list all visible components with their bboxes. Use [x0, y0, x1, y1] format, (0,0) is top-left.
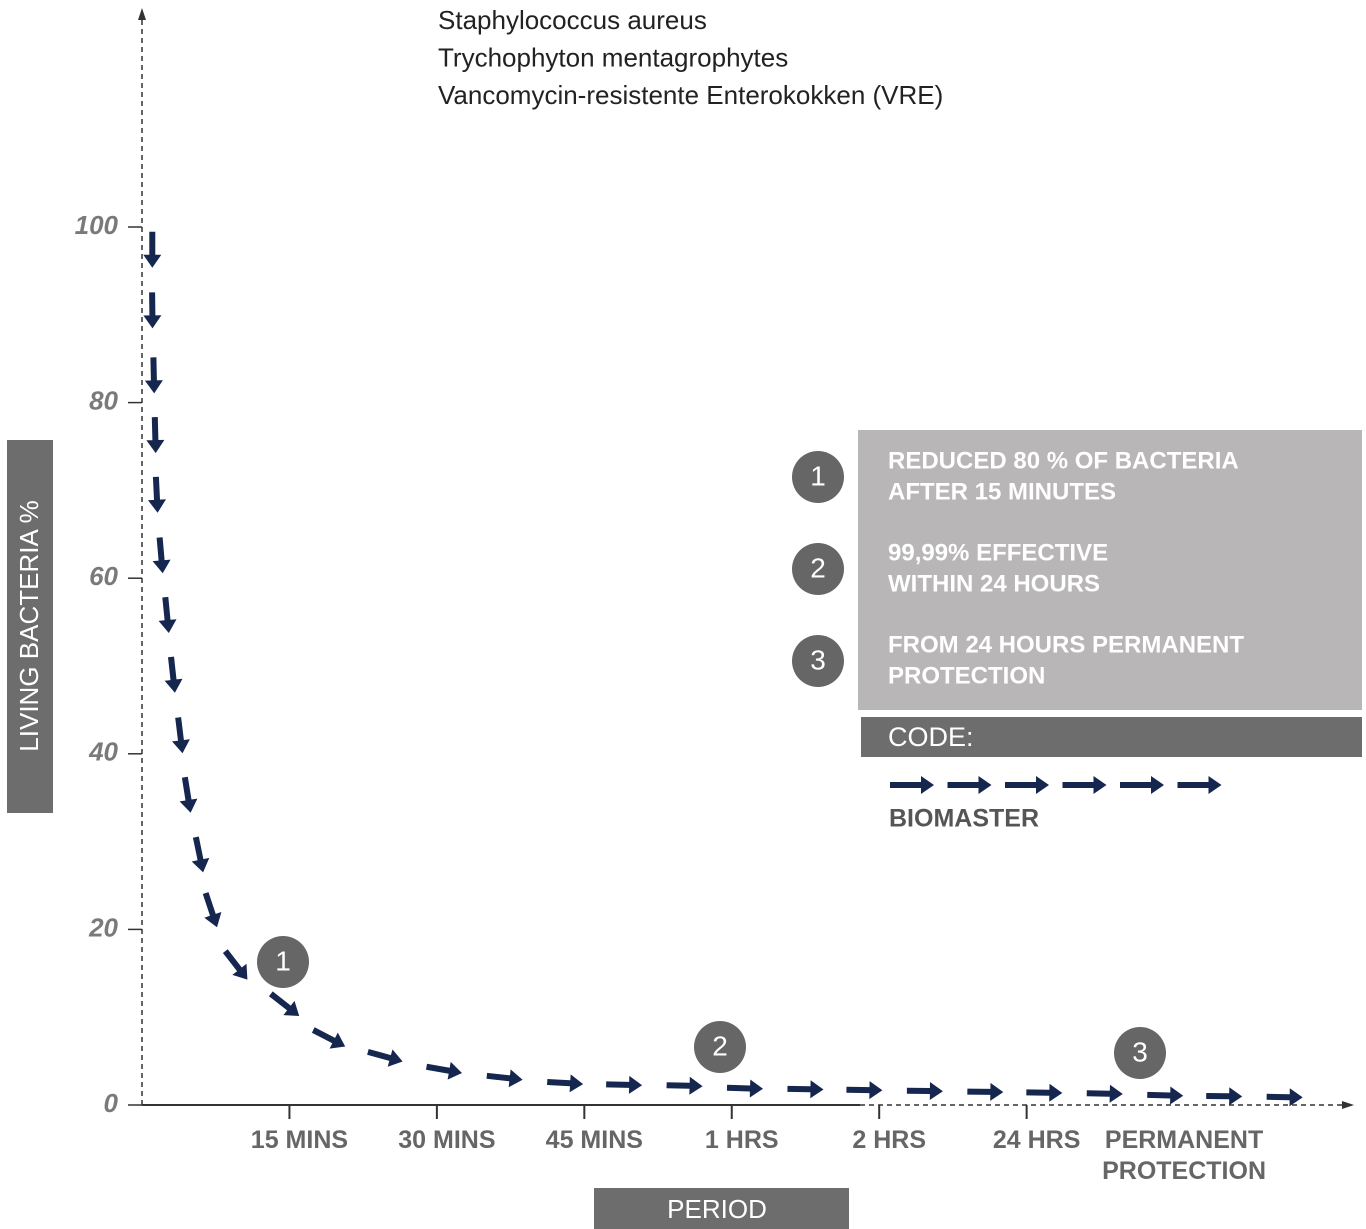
arrow-point: [148, 476, 166, 513]
curve-marker: [257, 936, 309, 988]
arrow-point: [787, 1080, 824, 1099]
arrow-point: [144, 357, 163, 394]
x-tick-label: PERMANENT PROTECTION: [1102, 1126, 1267, 1185]
y-label-box: [7, 440, 53, 813]
x-label-box: [594, 1188, 849, 1229]
arrow-point: [1266, 1088, 1303, 1107]
arrow-point: [1086, 1084, 1123, 1103]
arrow-point: [202, 892, 222, 928]
x-tick-label: 15 MINS: [250, 1126, 349, 1154]
x-tick-label: 45 MINS: [545, 1126, 643, 1154]
note-text: 99,99% EFFECTIVE: [888, 539, 1108, 566]
note-text: AFTER 15 MINUTES: [888, 478, 1116, 505]
x-tick-label: 24 HRS: [992, 1126, 1081, 1154]
arrow-point: [906, 1082, 943, 1100]
legend-swatch: [1005, 776, 1049, 794]
arrow-point: [846, 1081, 883, 1100]
x-tick-label: 1 HRS: [704, 1126, 779, 1154]
note-line: Vancomycin-resistente Enterokokken (VRE): [438, 80, 943, 110]
arrow-point: [1026, 1083, 1063, 1102]
y-tick-label: 0: [104, 1088, 119, 1118]
arrow-point: [269, 991, 300, 1016]
curve-marker-number: 2: [712, 1030, 728, 1061]
note-number: 3: [810, 644, 826, 675]
legend-title: CODE:: [888, 722, 974, 752]
note-text: FROM 24 HOURS PERMANENT: [888, 631, 1244, 658]
arrow-point: [547, 1074, 584, 1093]
arrow-point: [158, 596, 177, 633]
arrow-point: [426, 1061, 462, 1080]
arrow-point: [726, 1079, 763, 1098]
note-marker: [792, 635, 844, 687]
legend-swatch: [890, 776, 934, 794]
arrow-point: [172, 717, 190, 754]
x-axis-label: PERIOD: [667, 1194, 767, 1224]
legend-swatch: [1177, 776, 1222, 794]
y-tick-label: 100: [75, 210, 119, 240]
note-marker: [792, 451, 844, 503]
arrow-point: [143, 292, 162, 329]
arrow-point: [311, 1027, 346, 1049]
note-number: 1: [810, 460, 826, 491]
note-line: Staphylococcus aureus: [438, 5, 707, 35]
note-line: Trychophyton mentagrophytes: [438, 42, 788, 72]
y-axis-label: LIVING BACTERIA %: [14, 500, 44, 751]
x-axis-arrow: [1342, 1101, 1354, 1109]
arrow-point: [143, 231, 162, 268]
note-marker: [792, 543, 844, 595]
y-axis-arrow: [138, 8, 146, 20]
arrow-point: [967, 1082, 1004, 1101]
legend-swatch: [1120, 776, 1164, 794]
legend-swatch: [1062, 776, 1107, 794]
curve-marker-number: 1: [275, 945, 291, 976]
curve-marker-number: 3: [1132, 1036, 1148, 1067]
x-tick-label: 2 HRS: [852, 1126, 926, 1154]
arrow-point: [164, 656, 183, 693]
legend-swatch: [947, 776, 992, 794]
y-tick-label: 60: [89, 561, 118, 591]
arrow-point: [606, 1075, 643, 1094]
arrow-point: [1206, 1087, 1243, 1106]
note-box: [858, 430, 1362, 710]
arrow-point: [1147, 1086, 1184, 1105]
legend-box: [861, 717, 1362, 757]
note-number: 2: [810, 552, 826, 583]
arrow-point: [486, 1069, 523, 1088]
note-text: WITHIN 24 HOURS: [888, 570, 1100, 597]
y-tick-label: 80: [89, 385, 118, 415]
arrow-point: [191, 836, 210, 873]
note-text: REDUCED 80 % OF BACTERIA: [888, 447, 1239, 474]
arrow-point: [152, 537, 171, 574]
y-tick-label: 40: [88, 737, 118, 767]
arrow-point: [179, 776, 198, 813]
arrow-point: [146, 417, 165, 454]
curve-marker: [694, 1021, 746, 1073]
y-tick-label: 20: [88, 912, 118, 942]
curve-marker: [1114, 1027, 1166, 1079]
note-text: PROTECTION: [888, 662, 1045, 689]
legend-label: BIOMASTER: [889, 805, 1039, 833]
arrow-point: [666, 1076, 703, 1095]
arrow-point: [222, 949, 248, 980]
x-tick-label: 30 MINS: [398, 1126, 496, 1154]
arrow-point: [367, 1049, 403, 1067]
